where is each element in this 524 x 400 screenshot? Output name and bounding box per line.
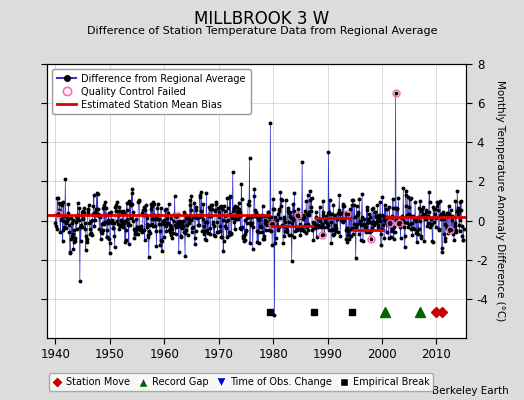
Y-axis label: Monthly Temperature Anomaly Difference (°C): Monthly Temperature Anomaly Difference (… bbox=[495, 80, 505, 322]
Text: Berkeley Earth: Berkeley Earth bbox=[432, 386, 508, 396]
Legend: Station Move, Record Gap, Time of Obs. Change, Empirical Break: Station Move, Record Gap, Time of Obs. C… bbox=[49, 373, 433, 391]
Text: Difference of Station Temperature Data from Regional Average: Difference of Station Temperature Data f… bbox=[87, 26, 437, 36]
Legend: Difference from Regional Average, Quality Control Failed, Estimated Station Mean: Difference from Regional Average, Qualit… bbox=[52, 69, 250, 114]
Text: MILLBROOK 3 W: MILLBROOK 3 W bbox=[194, 10, 330, 28]
